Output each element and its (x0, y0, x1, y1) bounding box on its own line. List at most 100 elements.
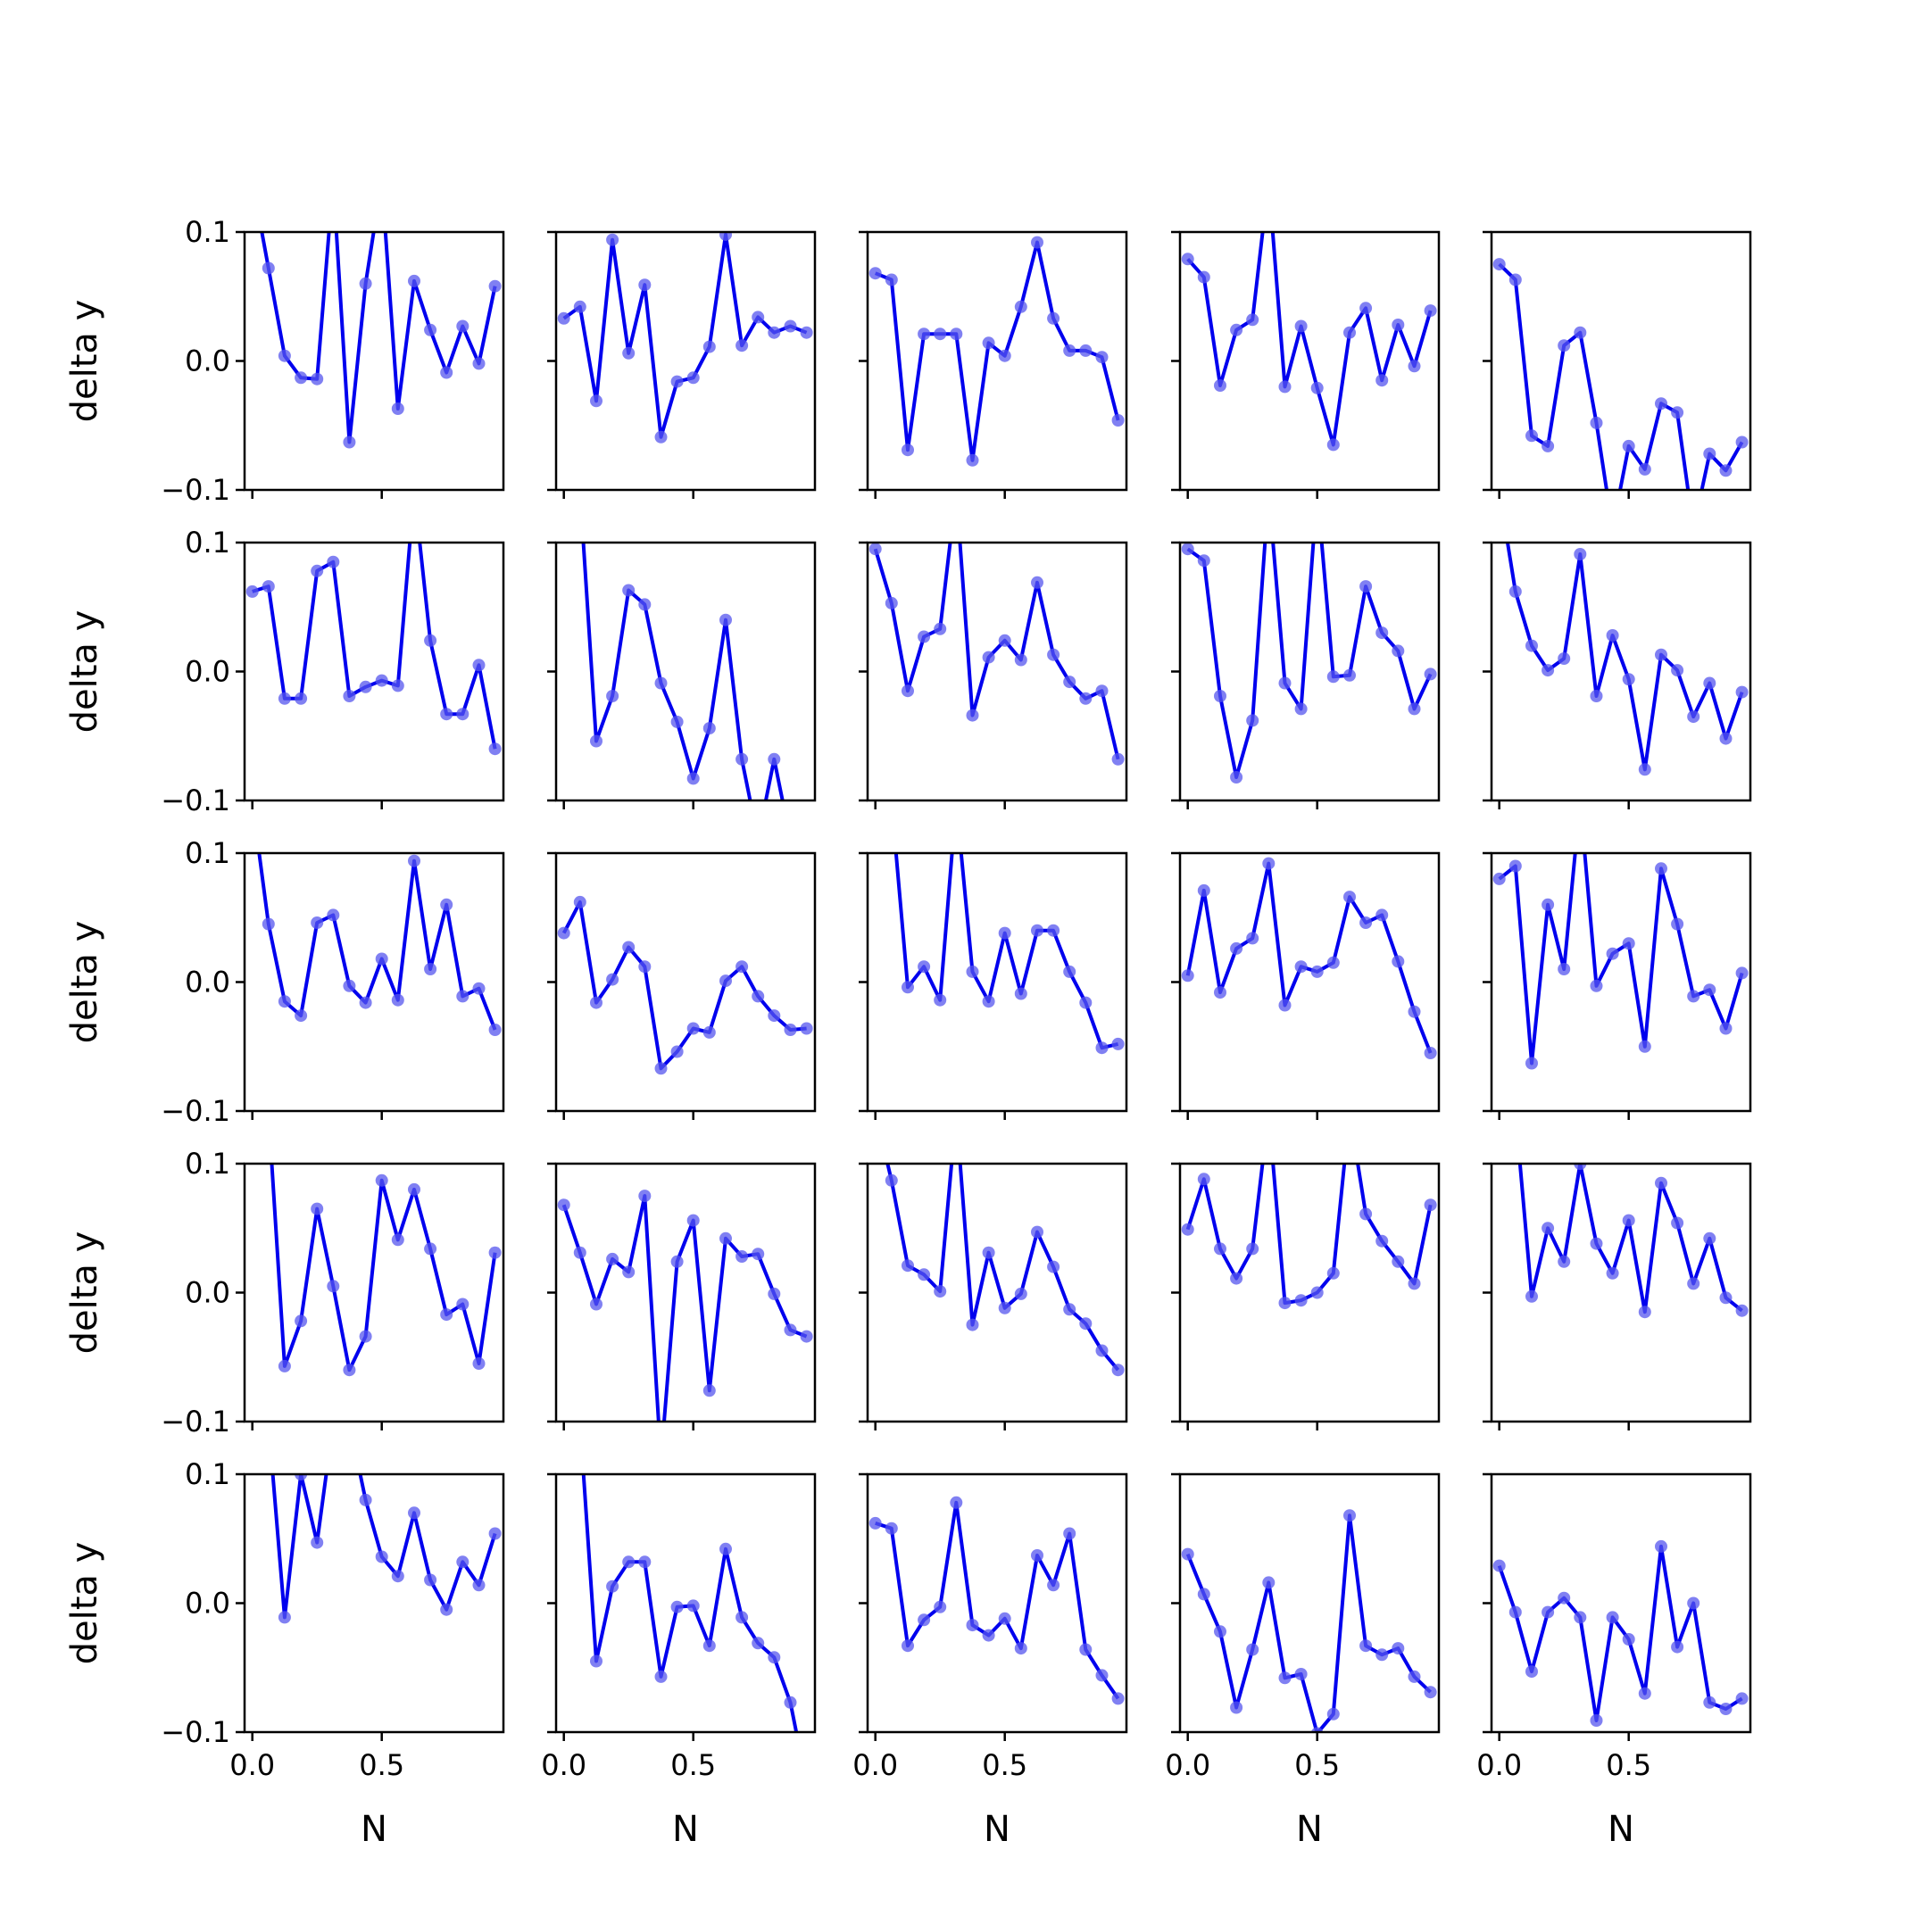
data-point (638, 278, 652, 292)
data-point (1262, 1576, 1276, 1589)
y-tick-label: 0.0 (185, 1587, 230, 1621)
data-point (424, 963, 437, 975)
data-point (1343, 326, 1356, 339)
data-point (1326, 438, 1340, 452)
axes-frame (866, 1162, 1128, 1423)
data-point (359, 996, 372, 1009)
data-point (735, 752, 749, 766)
data-point (902, 1259, 914, 1273)
subplot-4-5 (1483, 1162, 1752, 1430)
data-point (1197, 883, 1210, 897)
data-point (966, 709, 979, 722)
data-point (606, 1580, 619, 1593)
data-point (702, 1025, 716, 1039)
data-point (670, 1255, 684, 1268)
data-point (752, 1637, 765, 1650)
axes-frame (554, 1472, 817, 1734)
data-point (1392, 955, 1405, 968)
data-point (622, 941, 636, 954)
data-point (1095, 684, 1109, 698)
data-point (590, 1654, 602, 1668)
subplot-1-1: −0.1 0.0 0.1 delta y (64, 215, 505, 507)
series-line (874, 240, 1120, 462)
data-point (1079, 692, 1093, 705)
data-point (1375, 908, 1389, 922)
data-point (966, 453, 979, 467)
data-point (686, 1022, 700, 1035)
data-point (278, 995, 291, 1008)
data-point (557, 311, 570, 325)
data-point (719, 613, 732, 626)
data-point (488, 1527, 502, 1540)
data-point (1294, 1668, 1308, 1680)
data-point (1278, 380, 1292, 394)
data-point (359, 1493, 372, 1506)
data-point (1558, 652, 1571, 665)
data-point (918, 960, 931, 974)
data-point (295, 371, 308, 385)
data-point (735, 1611, 749, 1624)
data-point (998, 1612, 1011, 1625)
x-axis-label: N (1608, 1809, 1634, 1850)
data-point (1063, 676, 1076, 689)
data-point (1687, 1277, 1700, 1290)
data-point (1047, 924, 1060, 937)
data-point (1687, 522, 1699, 535)
data-point (472, 982, 486, 995)
data-point (391, 402, 404, 415)
data-point (1671, 1640, 1684, 1654)
data-point (654, 676, 668, 690)
data-point (488, 1024, 502, 1036)
data-point (1392, 319, 1405, 331)
data-point (311, 1202, 324, 1215)
data-point (934, 993, 947, 1007)
data-point (702, 340, 716, 353)
data-point (885, 596, 898, 609)
data-point (800, 1330, 813, 1343)
x-axis-label: N (672, 1809, 699, 1850)
subplot-1-5 (1483, 230, 1752, 535)
subplot-3-3 (859, 851, 1128, 1120)
series-line (252, 543, 497, 750)
data-point (1687, 990, 1700, 1003)
data-point (1525, 429, 1538, 443)
x-axis-label: N (984, 1809, 1010, 1850)
data-point (1392, 644, 1405, 658)
data-point (278, 1359, 291, 1372)
data-point (686, 1599, 700, 1613)
data-point (1359, 1639, 1373, 1653)
data-point (1492, 872, 1506, 885)
data-point (982, 1629, 995, 1642)
data-point (1063, 1527, 1076, 1540)
data-point (1542, 439, 1555, 452)
data-point (1326, 1266, 1340, 1280)
data-point (800, 326, 813, 339)
series-line (562, 232, 808, 439)
data-point (606, 690, 619, 702)
data-point (1638, 1687, 1651, 1700)
data-point (1181, 1223, 1194, 1236)
data-point (343, 1364, 356, 1377)
subplot-2-1: −0.1 0.0 0.1 delta y (64, 526, 505, 817)
data-point (262, 580, 275, 593)
data-point (1310, 381, 1324, 394)
axes-frame (243, 541, 505, 802)
data-point (1197, 1588, 1210, 1601)
data-point (1111, 1364, 1125, 1377)
axes-frame (1490, 851, 1752, 1113)
data-point (1294, 1294, 1308, 1307)
data-point (1031, 236, 1043, 249)
data-point (1095, 1041, 1109, 1055)
data-point (343, 435, 356, 449)
subplot-3-2 (547, 851, 817, 1120)
data-point (1014, 653, 1027, 667)
data-point (440, 366, 453, 379)
data-point (1197, 554, 1210, 568)
data-point (1326, 1707, 1340, 1721)
data-point (1558, 1255, 1571, 1268)
series-line (1505, 543, 1744, 772)
data-point (785, 833, 797, 845)
data-point (752, 990, 765, 1003)
data-point (868, 267, 882, 280)
data-point (1230, 323, 1243, 336)
